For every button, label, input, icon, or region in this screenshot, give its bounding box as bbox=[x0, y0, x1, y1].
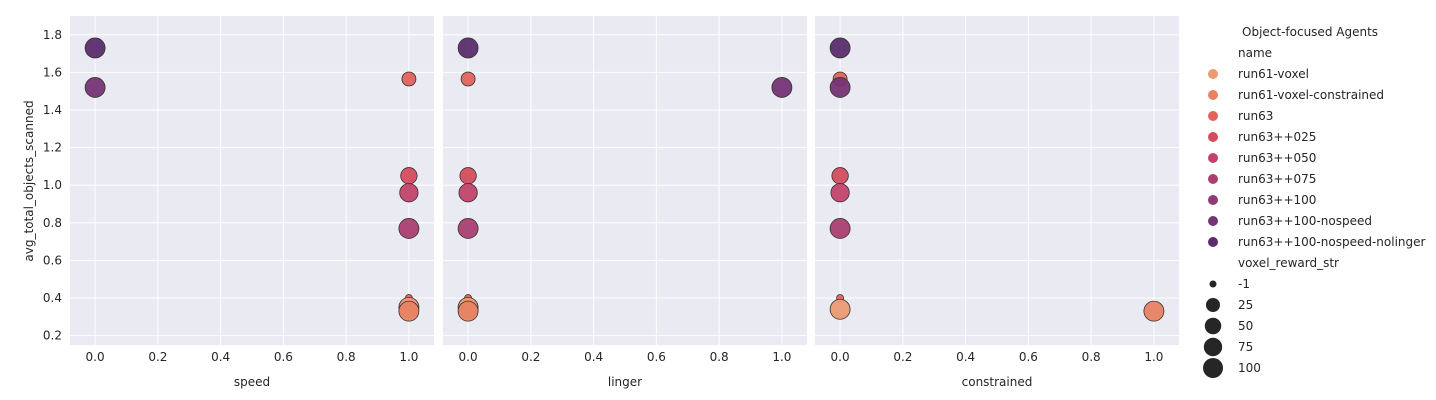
x-tick-label: 0.0 bbox=[831, 350, 850, 364]
y-tick-label: 1.2 bbox=[43, 141, 62, 155]
legend-label: run63++025 bbox=[1238, 130, 1316, 144]
legend-label: run63++100-nospeed-nolinger bbox=[1238, 235, 1426, 249]
data-point bbox=[771, 77, 793, 98]
x-tick-label: 0.4 bbox=[211, 350, 230, 364]
legend-size-label: 25 bbox=[1238, 298, 1253, 312]
y-axis-label: avg_total_objects_scanned bbox=[22, 100, 36, 261]
legend-size-marker bbox=[1204, 317, 1222, 335]
legend: Object-focused Agents name run61-voxel run6… bbox=[1203, 25, 1426, 378]
legend-size-label: 100 bbox=[1238, 361, 1261, 375]
x-tick-label: 0.0 bbox=[86, 350, 105, 364]
legend-label: run61-voxel-constrained bbox=[1238, 88, 1384, 102]
data-point bbox=[457, 37, 479, 59]
legend-label: run63++100 bbox=[1238, 193, 1316, 207]
data-point bbox=[459, 167, 477, 185]
y-tick-label: 1.0 bbox=[43, 178, 62, 192]
y-tick-label: 0.2 bbox=[43, 329, 62, 343]
data-point bbox=[457, 300, 479, 322]
data-point bbox=[829, 77, 851, 98]
x-tick-label: 0.8 bbox=[1082, 350, 1101, 364]
data-point bbox=[458, 183, 478, 203]
y-tick-label: 1.4 bbox=[43, 103, 62, 117]
plot-background bbox=[815, 16, 1179, 345]
y-tick-label: 0.6 bbox=[43, 253, 62, 267]
data-point bbox=[829, 218, 851, 239]
data-point bbox=[829, 37, 851, 59]
x-tick-label: 0.2 bbox=[148, 350, 167, 364]
x-tick-label: 0.2 bbox=[893, 350, 912, 364]
plot-background bbox=[443, 16, 807, 345]
legend-marker bbox=[1208, 90, 1218, 100]
legend-size-label: -1 bbox=[1238, 277, 1250, 291]
x-tick-label: 0.6 bbox=[274, 350, 293, 364]
x-tick-label: 0.8 bbox=[710, 350, 729, 364]
panel-constrained: 0.0 0.2 0.4 0.6 0.8 1.0 constrained bbox=[815, 16, 1179, 389]
legend-marker bbox=[1208, 69, 1218, 79]
legend-marker bbox=[1208, 132, 1218, 142]
legend-size-marker bbox=[1206, 298, 1220, 312]
y-tick-label: 0.8 bbox=[43, 216, 62, 230]
data-point bbox=[457, 218, 479, 239]
x-tick-label: 0.4 bbox=[584, 350, 603, 364]
legend-size-marker bbox=[1203, 358, 1223, 378]
plot-background bbox=[70, 16, 434, 345]
data-point bbox=[84, 77, 106, 98]
x-tick-label: 0.2 bbox=[521, 350, 540, 364]
x-tick-label: 0.6 bbox=[1019, 350, 1038, 364]
legend-marker bbox=[1208, 216, 1218, 226]
data-point bbox=[84, 37, 106, 59]
legend-marker bbox=[1208, 153, 1218, 163]
data-point bbox=[830, 183, 850, 203]
panel-linger: 0.0 0.2 0.4 0.6 0.8 1.0 linger bbox=[443, 16, 807, 389]
legend-marker bbox=[1208, 237, 1218, 247]
data-point bbox=[398, 218, 420, 239]
data-point bbox=[400, 167, 418, 185]
legend-size-label: 50 bbox=[1238, 319, 1253, 333]
legend-label: run63++100-nospeed bbox=[1238, 214, 1372, 228]
legend-marker bbox=[1208, 195, 1218, 205]
legend-size-label: 75 bbox=[1238, 340, 1253, 354]
legend-label: run61-voxel bbox=[1238, 67, 1309, 81]
x-tick-label: 1.0 bbox=[1144, 350, 1163, 364]
data-point bbox=[401, 71, 417, 87]
legend-hue-title: name bbox=[1238, 46, 1272, 60]
x-tick-label: 0.0 bbox=[459, 350, 478, 364]
data-point bbox=[399, 183, 419, 203]
x-axis-label: constrained bbox=[962, 375, 1033, 389]
panel-speed: 0.2 0.4 0.6 0.8 1.0 1.2 1.4 1.6 1.8 0.0 0.2 0.4 0.6 0… bbox=[43, 16, 434, 389]
x-axis-label: speed bbox=[234, 375, 270, 389]
y-tick-label: 1.8 bbox=[43, 28, 62, 42]
x-tick-label: 0.4 bbox=[956, 350, 975, 364]
data-point bbox=[1143, 300, 1165, 322]
x-tick-label: 1.0 bbox=[772, 350, 791, 364]
y-tick-label: 1.6 bbox=[43, 65, 62, 79]
data-point bbox=[460, 71, 476, 87]
data-point bbox=[829, 298, 851, 320]
data-point bbox=[398, 300, 420, 322]
legend-size-marker bbox=[1203, 337, 1223, 357]
panels-layer: 0.20.40.60.81.01.21.41.61.80.0 0.2 0.4 0.6 0… bbox=[43, 16, 1179, 389]
legend-label: run63 bbox=[1238, 109, 1273, 123]
y-tick-label: 0.4 bbox=[43, 291, 62, 305]
legend-marker bbox=[1208, 174, 1218, 184]
x-tick-label: 0.6 bbox=[647, 350, 666, 364]
legend-marker bbox=[1208, 111, 1218, 121]
legend-title: Object-focused Agents bbox=[1242, 25, 1378, 39]
data-point bbox=[831, 167, 849, 185]
x-tick-label: 0.8 bbox=[337, 350, 356, 364]
legend-label: run63++075 bbox=[1238, 172, 1316, 186]
x-axis-label: linger bbox=[608, 375, 642, 389]
legend-label: run63++050 bbox=[1238, 151, 1316, 165]
legend-size-marker bbox=[1209, 280, 1217, 288]
legend-size-title: voxel_reward_str bbox=[1238, 256, 1339, 270]
x-tick-label: 1.0 bbox=[399, 350, 418, 364]
